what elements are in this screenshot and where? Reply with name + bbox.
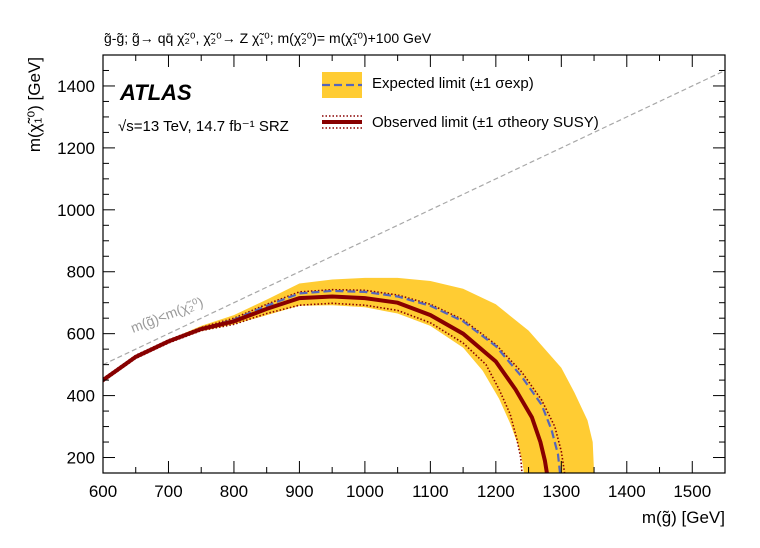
y-tick-label: 600 — [67, 325, 95, 344]
y-tick-label: 1200 — [57, 139, 95, 158]
y-tick-label: 200 — [67, 449, 95, 468]
energy-luminosity-label: √s=13 TeV, 14.7 fb⁻¹ SRZ — [118, 118, 289, 135]
y-axis-title: m(χ̃₁⁰) [GeV] — [25, 57, 44, 152]
atlas-label: ATLAS — [119, 80, 192, 105]
y-axis-ticks: 200 400 600 800 1000 1200 1400 — [57, 54, 725, 474]
y-tick-label: 400 — [67, 387, 95, 406]
x-axis-title: m(g̃) [GeV] — [642, 508, 725, 527]
x-axis-ticks: 600 700 800 900 1000 1100 1200 1300 1400 1500 — [89, 55, 726, 501]
x-tick-label: 1000 — [346, 482, 384, 501]
legend-expected-label: Expected limit (±1 σexp) — [372, 75, 534, 92]
legend-observed-label: Observed limit (±1 σtheory SUSY) — [372, 114, 599, 131]
observed-limit-line — [103, 294, 549, 473]
x-tick-label: 600 — [89, 482, 117, 501]
chart-title: g̃-g̃; g̃→ qq̄ χ̃₂⁰, χ̃₂⁰→ Z χ̃₁⁰; m(χ̃₂… — [104, 30, 432, 46]
x-tick-label: 800 — [220, 482, 248, 501]
x-tick-label: 1500 — [673, 482, 711, 501]
y-tick-label: 1400 — [57, 77, 95, 96]
x-tick-label: 1400 — [608, 482, 646, 501]
x-tick-label: 1200 — [477, 482, 515, 501]
x-tick-label: 900 — [285, 482, 313, 501]
y-tick-label: 800 — [67, 263, 95, 282]
kinematic-boundary-line — [103, 69, 725, 366]
x-tick-label: 1300 — [542, 482, 580, 501]
expected-limit-line — [103, 289, 562, 473]
legend: Expected limit (±1 σexp) Observed limit … — [322, 72, 599, 131]
x-tick-label: 1100 — [412, 482, 449, 501]
plot-frame — [102, 54, 726, 474]
x-tick-label: 700 — [154, 482, 182, 501]
y-tick-label: 1000 — [57, 201, 95, 220]
